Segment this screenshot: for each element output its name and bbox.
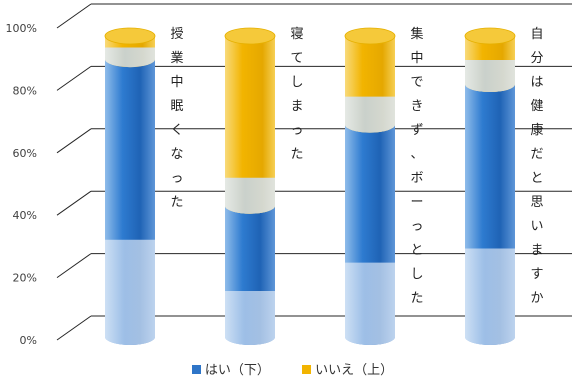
category-label-char: ー <box>410 195 423 210</box>
bar-segment-no-sheen <box>105 47 155 68</box>
bar-top-cap <box>224 27 276 45</box>
cylinder-bar <box>344 27 396 345</box>
category-label-char: と <box>410 243 423 258</box>
category-label-char: す <box>530 267 543 282</box>
y-tick-label: 40% <box>13 209 37 222</box>
grid-line-diag <box>56 190 92 216</box>
legend-swatch-no <box>302 365 312 374</box>
grid-line-diag <box>56 253 92 279</box>
y-tick-label: 60% <box>13 147 37 160</box>
category-label-char: っ <box>290 123 303 138</box>
cylinder-bar <box>464 27 516 345</box>
bar-segment-no <box>225 36 275 214</box>
legend: はい（下） いいえ（上） <box>0 359 585 378</box>
category-label-char: て <box>290 51 303 66</box>
category-label-char: 康 <box>530 122 543 138</box>
category-label-char: た <box>410 291 423 306</box>
category-label-char: は <box>530 75 543 90</box>
category-label-char: 寝 <box>290 26 303 42</box>
category-label-char: 、 <box>410 147 423 162</box>
bar-segment-no-sheen <box>225 177 275 214</box>
bar-top-cap <box>464 27 516 45</box>
y-tick-label: 20% <box>13 272 37 285</box>
category-label-char: 眠 <box>170 99 183 114</box>
legend-item-no: いいえ（上） <box>302 359 393 378</box>
bar-segment-no-sheen <box>344 96 395 133</box>
category-label-char: し <box>410 267 423 282</box>
legend-swatch-yes <box>191 365 201 374</box>
bar-segment-yes-sheen <box>465 248 515 345</box>
category-label-char: 自 <box>530 27 543 42</box>
category-label-char: 集 <box>410 26 423 42</box>
legend-label-yes: はい（下） <box>204 363 270 378</box>
bar-segment-no-sheen <box>465 60 515 93</box>
grid-line-diag <box>56 3 92 29</box>
grid-line-diag <box>56 65 92 91</box>
category-label-char: っ <box>410 219 423 234</box>
category-label-char: い <box>530 219 543 234</box>
legend-item-yes: はい（下） <box>191 359 270 378</box>
category-label-char: で <box>410 75 423 90</box>
category-label-char: ず <box>410 123 423 138</box>
bar-segment-yes-sheen <box>105 239 155 345</box>
category-label-char: 授 <box>170 27 183 42</box>
grid-line-diag <box>56 128 92 154</box>
category-label-char: 健 <box>530 99 543 114</box>
cylinder-bar <box>104 27 156 345</box>
bar-segment-yes-sheen <box>225 291 275 345</box>
category-label-char: 分 <box>530 51 543 66</box>
category-label-char: 思 <box>530 195 543 210</box>
category-label-char: た <box>290 147 303 162</box>
category-label-char: き <box>410 99 423 114</box>
category-label-char: 中 <box>170 75 183 90</box>
category-label-char: か <box>530 291 543 306</box>
cylinder-bar <box>224 27 276 345</box>
category-label-char: し <box>290 75 303 90</box>
bar-top-cap <box>104 27 156 45</box>
category-label-char: く <box>170 123 183 138</box>
category-label-char: っ <box>170 171 183 186</box>
category-label-char: 中 <box>410 51 423 66</box>
category-label-char: 業 <box>170 50 183 66</box>
grid-line-diag <box>56 315 92 341</box>
category-label-char: と <box>530 171 543 186</box>
bar-segment-yes-sheen <box>345 262 395 345</box>
bar-top-cap <box>344 27 396 45</box>
y-tick-label: 80% <box>13 84 37 97</box>
legend-label-no: いいえ（上） <box>315 363 394 378</box>
y-tick-label: 0% <box>20 334 37 347</box>
category-label-char: ま <box>530 243 543 258</box>
y-tick-label: 100% <box>6 22 37 35</box>
category-label-char: ま <box>290 99 303 114</box>
category-label-char: ボ <box>410 171 423 186</box>
category-label-char: だ <box>530 147 543 162</box>
category-label-char: な <box>170 147 183 162</box>
category-label-char: た <box>170 195 183 210</box>
